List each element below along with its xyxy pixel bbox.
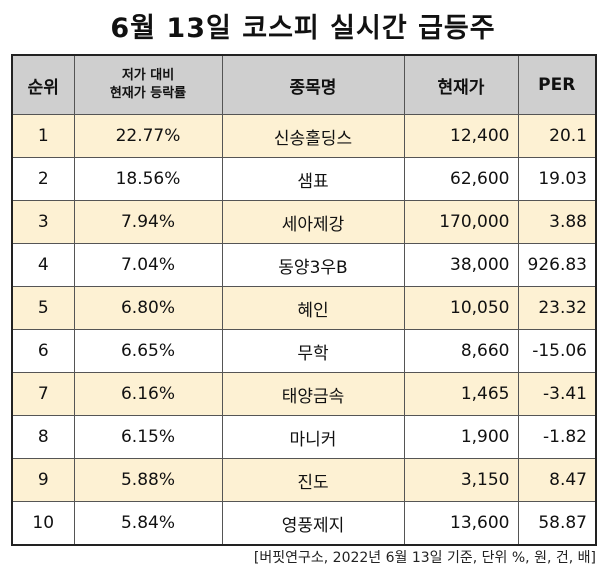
cell-price: 170,000 — [403, 200, 519, 244]
cell-name: 신송홀딩스 — [221, 114, 405, 158]
cell-name: 영풍제지 — [221, 501, 405, 546]
cell-per: -15.06 — [517, 329, 597, 373]
stock-table: 순위 저가 대비 현재가 등락률 종목명 현재가 PER 1 22.77% 신송… — [11, 54, 597, 546]
cell-rank: 2 — [11, 157, 75, 201]
cell-per: 8.47 — [517, 458, 597, 502]
cell-change: 5.84% — [73, 501, 223, 546]
table-row: 7 6.16% 태양금속 1,465 -3.41 — [11, 372, 597, 416]
page-title: 6월 13일 코스피 실시간 급등주 — [110, 13, 496, 44]
cell-rank: 7 — [11, 372, 75, 416]
cell-rank: 3 — [11, 200, 75, 244]
cell-name: 혜인 — [221, 286, 405, 330]
cell-per: -1.82 — [517, 415, 597, 459]
table-row: 3 7.94% 세아제강 170,000 3.88 — [11, 200, 597, 244]
table-row: 5 6.80% 혜인 10,050 23.32 — [11, 286, 597, 330]
cell-name: 마니커 — [221, 415, 405, 459]
table-row: 6 6.65% 무학 8,660 -15.06 — [11, 329, 597, 373]
cell-per: 20.1 — [517, 114, 597, 158]
cell-rank: 1 — [11, 114, 75, 158]
cell-change: 18.56% — [73, 157, 223, 201]
cell-price: 10,050 — [403, 286, 519, 330]
table-row: 8 6.15% 마니커 1,900 -1.82 — [11, 415, 597, 459]
cell-name: 진도 — [221, 458, 405, 502]
cell-name: 동양3우B — [221, 243, 405, 287]
header-price: 현재가 — [403, 54, 519, 115]
cell-rank: 10 — [11, 501, 75, 546]
cell-per: 23.32 — [517, 286, 597, 330]
header-rank: 순위 — [11, 54, 75, 115]
table-row: 1 22.77% 신송홀딩스 12,400 20.1 — [11, 114, 597, 158]
cell-price: 38,000 — [403, 243, 519, 287]
header-change-line1: 저가 대비 — [121, 68, 175, 83]
cell-change: 6.15% — [73, 415, 223, 459]
cell-price: 8,660 — [403, 329, 519, 373]
cell-change: 6.80% — [73, 286, 223, 330]
header-per: PER — [517, 54, 597, 115]
cell-rank: 5 — [11, 286, 75, 330]
cell-price: 12,400 — [403, 114, 519, 158]
cell-name: 무학 — [221, 329, 405, 373]
cell-rank: 6 — [11, 329, 75, 373]
cell-name: 세아제강 — [221, 200, 405, 244]
cell-price: 1,900 — [403, 415, 519, 459]
table-row: 9 5.88% 진도 3,150 8.47 — [11, 458, 597, 502]
table-header-row: 순위 저가 대비 현재가 등락률 종목명 현재가 PER — [11, 54, 597, 115]
cell-rank: 9 — [11, 458, 75, 502]
cell-price: 1,465 — [403, 372, 519, 416]
header-change: 저가 대비 현재가 등락률 — [73, 54, 223, 115]
cell-per: 58.87 — [517, 501, 597, 546]
cell-name: 태양금속 — [221, 372, 405, 416]
cell-name: 샘표 — [221, 157, 405, 201]
table-row: 2 18.56% 샘표 62,600 19.03 — [11, 157, 597, 201]
header-name: 종목명 — [221, 54, 405, 115]
cell-change: 22.77% — [73, 114, 223, 158]
cell-price: 62,600 — [403, 157, 519, 201]
cell-change: 6.65% — [73, 329, 223, 373]
cell-per: 926.83 — [517, 243, 597, 287]
cell-change: 6.16% — [73, 372, 223, 416]
header-change-line2: 현재가 등락률 — [109, 86, 187, 101]
cell-price: 3,150 — [403, 458, 519, 502]
source-footnote: [버핏연구소, 2022년 6월 13일 기준, 단위 %, 원, 건, 배] — [253, 550, 596, 566]
cell-change: 7.04% — [73, 243, 223, 287]
table-row: 4 7.04% 동양3우B 38,000 926.83 — [11, 243, 597, 287]
cell-rank: 4 — [11, 243, 75, 287]
cell-change: 7.94% — [73, 200, 223, 244]
cell-per: 3.88 — [517, 200, 597, 244]
cell-price: 13,600 — [403, 501, 519, 546]
cell-per: 19.03 — [517, 157, 597, 201]
table-row: 10 5.84% 영풍제지 13,600 58.87 — [11, 501, 597, 546]
cell-per: -3.41 — [517, 372, 597, 416]
cell-change: 5.88% — [73, 458, 223, 502]
cell-rank: 8 — [11, 415, 75, 459]
